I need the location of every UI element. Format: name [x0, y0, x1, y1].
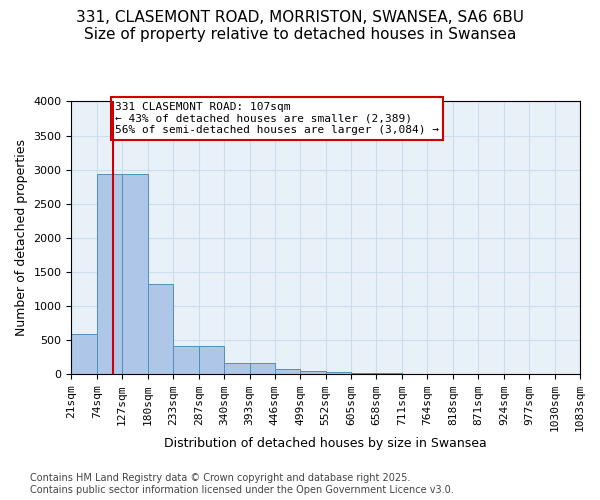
Text: Contains HM Land Registry data © Crown copyright and database right 2025.
Contai: Contains HM Land Registry data © Crown c… [30, 474, 454, 495]
Text: 331 CLASEMONT ROAD: 107sqm
← 43% of detached houses are smaller (2,389)
56% of s: 331 CLASEMONT ROAD: 107sqm ← 43% of deta… [115, 102, 439, 135]
Bar [173, 346, 199, 374]
Bar [199, 346, 224, 374]
Bar [97, 174, 122, 374]
Y-axis label: Number of detached properties: Number of detached properties [15, 140, 28, 336]
Bar [122, 174, 148, 374]
Text: 331, CLASEMONT ROAD, MORRISTON, SWANSEA, SA6 6BU
Size of property relative to de: 331, CLASEMONT ROAD, MORRISTON, SWANSEA,… [76, 10, 524, 42]
X-axis label: Distribution of detached houses by size in Swansea: Distribution of detached houses by size … [164, 437, 487, 450]
Bar [71, 334, 97, 374]
Bar [250, 363, 275, 374]
Bar [224, 363, 250, 374]
Bar [148, 284, 173, 374]
Bar [301, 371, 326, 374]
Bar [275, 368, 301, 374]
Bar [351, 373, 376, 374]
Bar [326, 372, 351, 374]
